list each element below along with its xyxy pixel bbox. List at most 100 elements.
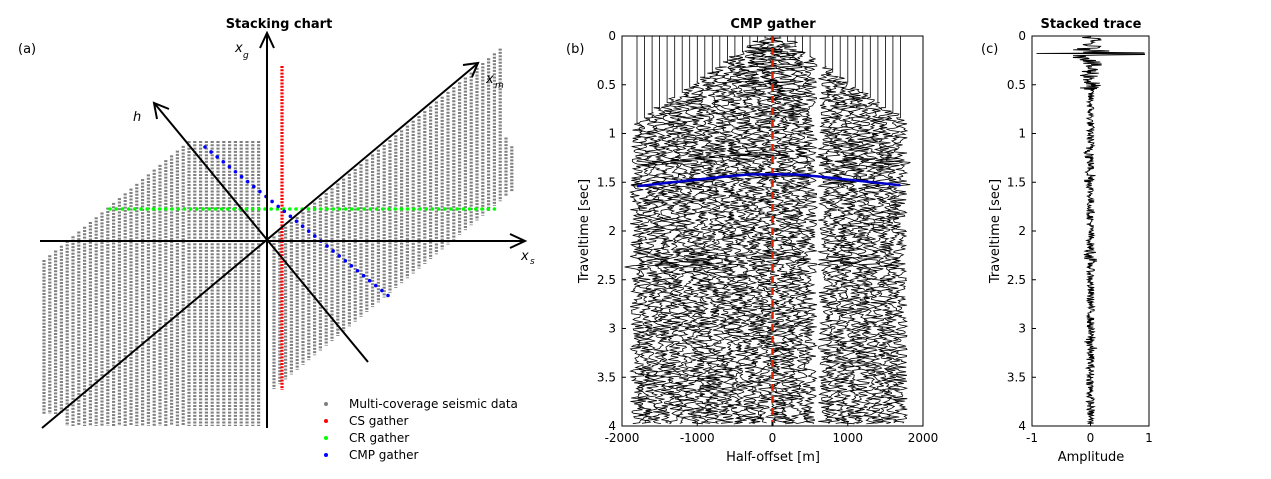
y-tick-label: 3	[1018, 322, 1026, 336]
stacking-chart-title: Stacking chart	[226, 17, 333, 32]
x-tick-label: -2000	[605, 431, 640, 445]
cr-gather-point	[430, 207, 435, 211]
cr-gather-point	[325, 207, 329, 211]
cmp-gather-point	[233, 169, 238, 174]
cmp-gather-point	[270, 199, 274, 204]
xg-axis-label: x	[234, 41, 243, 56]
cmp-gather-point	[325, 244, 329, 248]
legend-marker-cs	[324, 419, 328, 423]
y-tick-label: 2	[1018, 224, 1026, 238]
cr-gather-point	[387, 207, 391, 211]
cmp-gather-point	[331, 249, 335, 253]
cr-gather-point	[337, 207, 342, 211]
cr-gather-point	[399, 207, 404, 211]
legend-marker-data	[324, 402, 328, 406]
seismic-trace	[815, 36, 837, 424]
cr-gather-point	[213, 207, 218, 211]
seismic-trace	[790, 36, 811, 424]
cr-gather-point	[207, 207, 211, 211]
cr-gather-point	[170, 207, 174, 211]
y-tick-label: 1.5	[597, 175, 616, 189]
seismic-trace	[662, 36, 685, 425]
stacked-trace-ticks: -1 0 1 0 0.5 1 1.5 2 2.5 3 3.5 4	[1007, 29, 1153, 445]
y-tick-label: 0.5	[1007, 78, 1026, 92]
legend-label-cs: CS gather	[349, 414, 408, 428]
seismic-trace	[869, 36, 890, 424]
cr-gather-point	[350, 207, 354, 211]
cr-gather-point	[418, 207, 422, 211]
seismic-trace	[670, 36, 695, 424]
y-tick-label: 0	[608, 29, 616, 43]
cmp-gather-point	[349, 264, 354, 268]
cr-gather-point	[288, 207, 292, 211]
h-axis-arrowhead	[152, 101, 170, 120]
cr-gather-point	[405, 207, 410, 211]
y-tick-label: 0	[1018, 29, 1026, 43]
seismic-trace	[685, 36, 711, 425]
xs-axis-arrowhead	[509, 233, 528, 249]
cr-gather-point	[145, 207, 149, 211]
xm-axis-arrowhead	[462, 61, 480, 78]
seismic-trace	[838, 36, 861, 425]
moveout-curve	[636, 173, 901, 188]
seismic-trace	[651, 36, 672, 424]
xs-axis-subscript: s	[530, 257, 535, 267]
seismic-trace	[850, 36, 876, 424]
cmp-gather-traces	[624, 36, 911, 426]
cr-gather-point	[381, 207, 385, 211]
cmp-gather-point	[252, 184, 256, 189]
cmp-gather-xlabel: Half-offset [m]	[726, 450, 820, 465]
cr-gather-point	[257, 207, 261, 211]
seismic-trace	[842, 36, 864, 424]
cmp-gather-point	[300, 224, 305, 228]
cr-gather-point	[306, 207, 311, 211]
cr-gather-point	[120, 207, 125, 211]
y-tick-label: 2.5	[1007, 273, 1026, 287]
stacked-trace-chart: (c) Stacked trace -1 0 100.511.522.533.54 …	[981, 17, 1153, 465]
seismic-trace	[624, 36, 650, 425]
cmp-gather-point	[367, 278, 372, 283]
cr-gather-point	[250, 207, 255, 211]
cmp-gather-point	[258, 189, 262, 194]
seismic-trace	[639, 36, 664, 424]
seismic-trace	[654, 36, 680, 424]
seismic-trace	[730, 36, 753, 424]
cr-gather-point	[474, 207, 478, 211]
cmp-gather-point	[380, 288, 384, 293]
h-axis-label: h	[133, 110, 141, 125]
stacked-trace-xlabel: Amplitude	[1058, 450, 1125, 465]
cmp-gather-point	[239, 174, 244, 179]
cr-gather-point	[443, 207, 447, 211]
cmp-gather-point	[282, 209, 287, 214]
cr-gather-point	[412, 207, 416, 211]
cmp-gather-point	[355, 268, 360, 273]
cr-gather-point	[368, 207, 373, 211]
seismic-trace	[738, 36, 762, 424]
legend-label-cr: CR gather	[349, 431, 409, 445]
y-tick-label: 3	[608, 322, 616, 336]
seismic-trace	[775, 36, 799, 425]
cmp-gather-point	[386, 293, 390, 298]
stacking-chart: (a) Stacking chart x s x g x m h Multi-c…	[18, 17, 535, 462]
seismic-trace	[715, 36, 741, 424]
seismic-trace	[693, 36, 717, 424]
stacking-chart-legend: Multi-coverage seismic data CS gather CR…	[324, 397, 518, 462]
seismic-trace	[744, 36, 770, 425]
x-tick-label: 1000	[832, 431, 863, 445]
seismic-trace	[798, 36, 818, 425]
stacked-trace-title: Stacked trace	[1041, 17, 1142, 32]
cr-gather-point	[486, 207, 491, 211]
cr-gather-point	[424, 207, 429, 211]
cmp-gather-point	[343, 259, 348, 263]
panel-a-label: (a)	[18, 42, 36, 57]
cr-gather-point	[374, 207, 379, 211]
cr-gather-point	[139, 207, 143, 211]
cmp-gather-point	[294, 219, 299, 224]
cr-gather-point	[294, 207, 298, 211]
cr-gather-point	[356, 207, 360, 211]
cr-gather-point	[449, 207, 453, 211]
cmp-gather-title: CMP gather	[730, 17, 816, 32]
stacked-trace-ylabel: Traveltime [sec]	[988, 179, 1003, 284]
cmp-gather-ticks: -2000 -1000 0 1000 2000 0 0.5 1 1.5 2 2.5 3 3.5 4	[597, 29, 938, 445]
cr-gather-point	[219, 207, 224, 211]
